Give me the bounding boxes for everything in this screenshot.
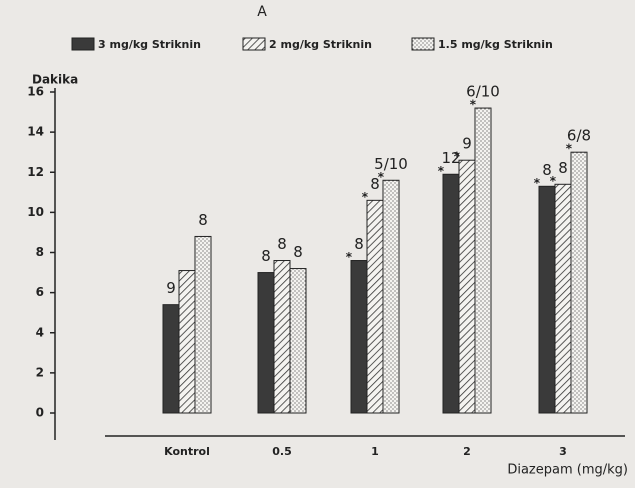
count-label: 8 (277, 235, 287, 253)
bar (257, 272, 275, 414)
bar (289, 268, 307, 414)
x-tick-label: 2 (463, 445, 471, 458)
y-tick-label: 2 (36, 365, 44, 379)
count-label: 12 (441, 149, 460, 167)
legend-swatch (411, 37, 435, 51)
legend-swatch (71, 37, 95, 51)
count-label: 8 (293, 243, 303, 261)
significance-label: * (362, 190, 369, 204)
bar (366, 199, 384, 414)
significance-label: * (438, 164, 445, 178)
bar (570, 151, 588, 414)
y-axis-label: Dakika (32, 73, 78, 87)
significance-label: * (534, 176, 541, 190)
x-axis-label: Diazepam (mg/kg) (507, 463, 628, 478)
count-label: 5/10 (374, 155, 408, 173)
bar (458, 159, 476, 414)
significance-label: * (346, 250, 353, 264)
bar (273, 260, 291, 414)
significance-label: * (454, 150, 461, 164)
y-tick-label: 4 (36, 325, 44, 339)
count-label: 8 (198, 211, 208, 229)
y-tick-label: 14 (27, 125, 44, 139)
y-tick-label: 12 (27, 165, 44, 179)
count-label: 8 (354, 235, 364, 253)
y-tick-label: 16 (27, 85, 44, 99)
x-tick-label: 3 (559, 445, 567, 458)
bar (538, 185, 556, 414)
legend-label: 1.5 mg/kg Striknin (438, 38, 553, 51)
count-label: 6/8 (567, 127, 591, 145)
bar (178, 270, 196, 414)
bar (474, 107, 492, 414)
bar (554, 183, 572, 414)
y-tick-label: 0 (36, 406, 44, 420)
count-label: 8 (370, 175, 380, 193)
count-label: 6/10 (466, 83, 500, 101)
legend-swatch (242, 37, 266, 51)
legend-label: 3 mg/kg Striknin (98, 38, 201, 51)
count-label: 8 (542, 161, 552, 179)
y-tick-label: 6 (36, 285, 44, 299)
legend-label: 2 mg/kg Striknin (269, 38, 372, 51)
x-tick-label: 0.5 (272, 445, 292, 458)
significance-label: * (378, 170, 385, 184)
bar (350, 260, 368, 414)
count-label: 9 (166, 279, 176, 297)
chart-title: A (257, 4, 267, 20)
count-label: 8 (558, 159, 568, 177)
significance-label: * (550, 174, 557, 188)
count-label: 9 (462, 135, 472, 153)
significance-label: * (470, 98, 477, 112)
bar (162, 304, 180, 414)
x-tick-label: Kontrol (164, 445, 210, 458)
count-label: 8 (261, 247, 271, 265)
significance-label: * (566, 142, 573, 156)
y-tick-label: 8 (36, 245, 44, 259)
x-tick-label: 1 (371, 445, 379, 458)
bar (382, 179, 400, 414)
bar (194, 235, 212, 414)
y-tick-label: 10 (27, 205, 44, 219)
bar (442, 173, 460, 414)
